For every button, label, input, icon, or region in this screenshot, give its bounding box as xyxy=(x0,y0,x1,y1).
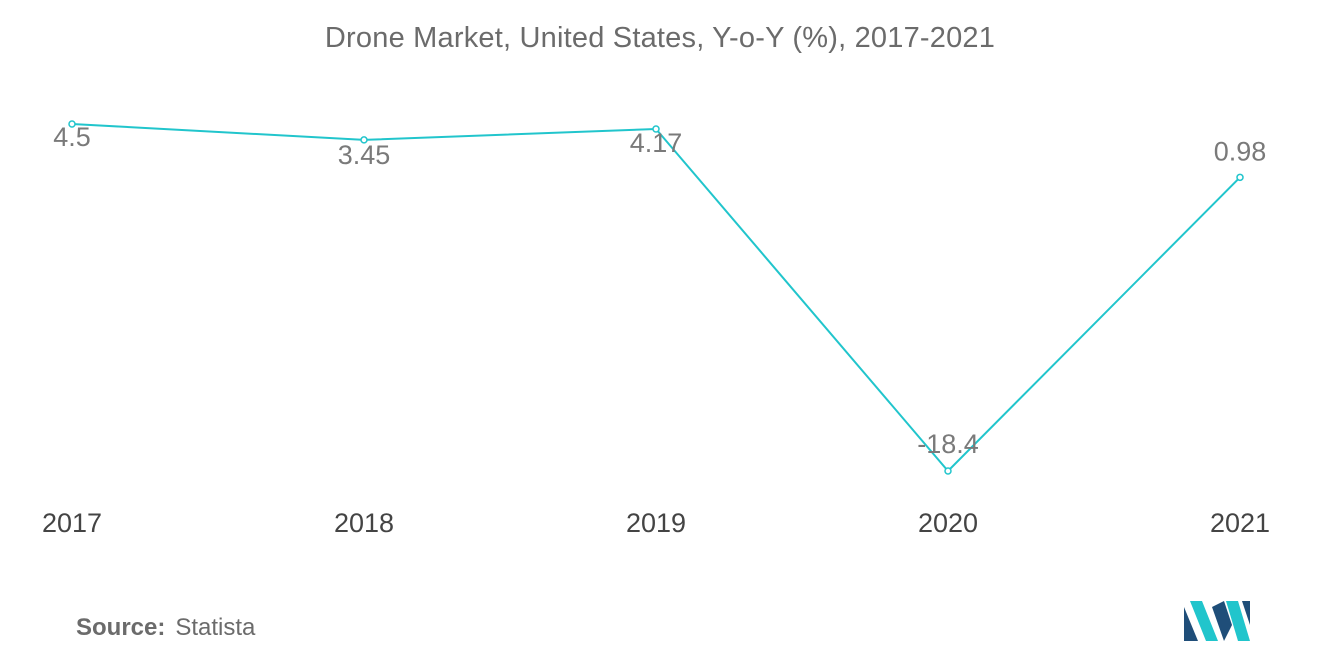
data-label-2017: 4.5 xyxy=(53,122,91,152)
source-note: Source: Statista xyxy=(76,614,255,642)
data-label-2019: 4.17 xyxy=(630,128,683,158)
data-label-2018: 3.45 xyxy=(338,140,391,170)
source-label: Source: xyxy=(76,614,166,641)
x-tick-label-2020: 2020 xyxy=(918,508,978,538)
x-tick-label-2021: 2021 xyxy=(1210,508,1270,538)
data-label-layer: 4.5 3.45 4.17 -18.4 0.98 xyxy=(53,122,1266,459)
x-tick-label-2018: 2018 xyxy=(334,508,394,538)
data-point-2021 xyxy=(1236,173,1244,182)
x-tick-label-2019: 2019 xyxy=(626,508,686,538)
source-value: Statista xyxy=(175,614,256,641)
chart-title: Drone Market, United States, Y-o-Y (%), … xyxy=(324,22,996,54)
data-point-2018 xyxy=(360,136,368,144)
data-label-2020: -18.4 xyxy=(917,429,979,459)
data-point-2019 xyxy=(652,125,660,133)
marker-layer xyxy=(68,120,1244,475)
data-label-2021: 0.98 xyxy=(1214,136,1267,166)
data-point-2020 xyxy=(944,467,952,475)
data-point-2017 xyxy=(68,120,76,128)
x-axis: 2017 2018 2019 2020 2021 xyxy=(42,508,1270,538)
mordor-intelligence-logo-icon xyxy=(1184,601,1250,641)
x-tick-label-2017: 2017 xyxy=(42,508,102,538)
series-layer xyxy=(71,123,1241,473)
series-line xyxy=(71,123,1241,473)
